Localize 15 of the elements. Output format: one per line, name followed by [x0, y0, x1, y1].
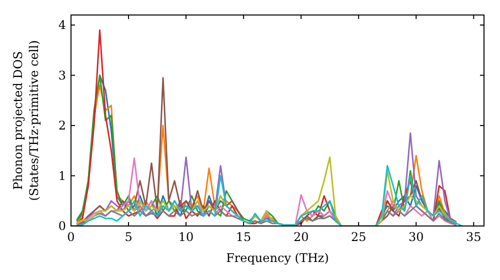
x-tick-label: 25: [350, 230, 366, 244]
x-tick-label: 35: [466, 230, 482, 244]
y-tick-label: 4: [58, 18, 66, 32]
y-axis-title: Phonon projected DOS (States/THz·primitive cell): [11, 40, 41, 201]
x-tick-label: 5: [124, 230, 132, 244]
y-tick-label: 1: [58, 168, 66, 183]
x-tick-label: 20: [293, 230, 309, 244]
x-tick-label: 15: [236, 230, 252, 244]
x-tick-label: 30: [408, 230, 424, 244]
x-axis-title: Frequency (THz): [226, 251, 329, 265]
y-tick-label: 2: [58, 118, 66, 133]
y-tick-label: 3: [58, 68, 66, 82]
x-tick-label: 10: [178, 230, 194, 244]
y-tick-label: 0: [58, 219, 66, 233]
x-tick-label: 0: [67, 230, 75, 244]
